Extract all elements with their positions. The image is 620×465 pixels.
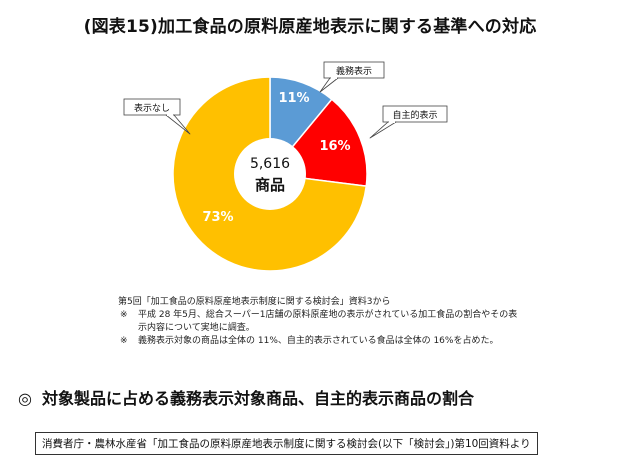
double-circle-icon: ◎ — [18, 389, 32, 408]
note-item: ※ 平成 28 年5月、総合スーパー1店舗の原料原産地の表示がされている加工食品… — [118, 309, 518, 335]
slice-value-label: 16% — [319, 139, 350, 154]
callout-mandatory: 義務表示 — [319, 61, 385, 93]
note-text: 義務表示対象の商品は全体の 11%、自主的表示されている食品は全体の 16%を占… — [138, 336, 499, 346]
notes-intro: 第5回「加工食品の原料原産地表示制度に関する検討会」資料3から — [118, 297, 391, 307]
donut-hole — [234, 138, 306, 210]
note-mark: ※ — [120, 310, 128, 320]
note-mark: ※ — [120, 336, 128, 346]
slice-value-label: 11% — [278, 91, 309, 106]
pie-chart: 5,616 商品 11% 16% 73% 義務表示 自主的表示 表示なし — [123, 61, 448, 272]
slice-legend-label: 表示なし — [134, 102, 170, 114]
center-unit: 商品 — [255, 176, 285, 194]
callout-none: 表示なし — [123, 98, 191, 135]
slice-legend-label: 義務表示 — [336, 65, 372, 77]
slice-legend-label: 自主的表示 — [392, 109, 437, 121]
source-note: 消費者庁・農林水産省「加工食品の原料原産地表示制度に関する検討会(以下「検討会」… — [35, 432, 538, 455]
note-text: 平成 28 年5月、総合スーパー1店舗の原料原産地の表示がされている加工食品の割… — [138, 310, 518, 333]
note-item: ※ 義務表示対象の商品は全体の 11%、自主的表示されている食品は全体の 16%… — [118, 335, 518, 348]
slice-value-label: 73% — [202, 210, 233, 225]
callout-voluntary: 自主的表示 — [369, 105, 448, 139]
section-heading: ◎ 対象製品に占める義務表示対象商品、自主的表示商品の割合 — [18, 385, 618, 409]
section-heading-text: 対象製品に占める義務表示対象商品、自主的表示商品の割合 — [41, 389, 474, 408]
center-count: 5,616 — [250, 156, 290, 172]
chart-title: (図表15)加工食品の原料原産地表示に関する基準への対応 — [83, 17, 537, 37]
notes: 第5回「加工食品の原料原産地表示制度に関する検討会」資料3から ※ 平成 28 … — [118, 296, 518, 348]
